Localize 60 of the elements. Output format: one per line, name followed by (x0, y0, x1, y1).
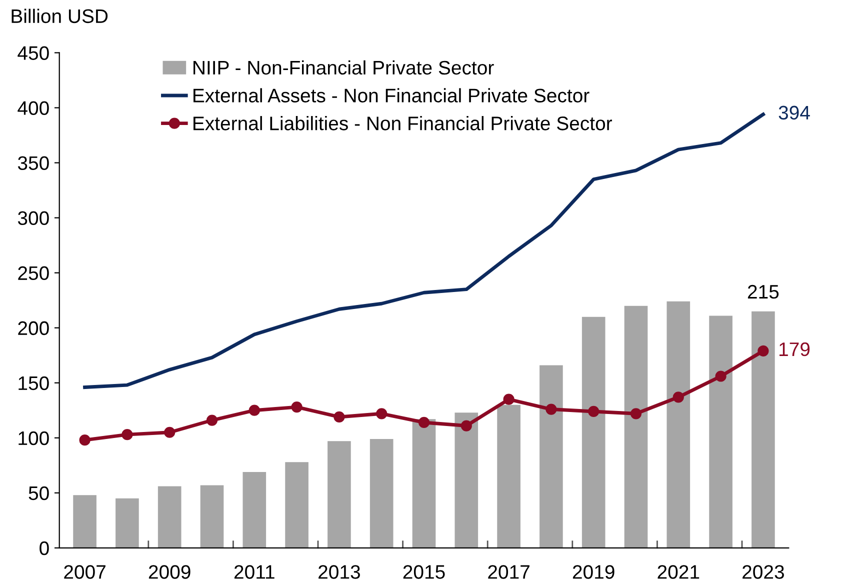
y-tick-label: 450 (18, 46, 49, 60)
point (291, 402, 302, 413)
point (546, 404, 557, 415)
bar (200, 485, 224, 548)
bar (158, 486, 182, 548)
bar (73, 495, 96, 548)
point (630, 408, 642, 420)
x-tick-label: 2021 (658, 565, 700, 579)
bar (624, 306, 648, 548)
bar (242, 472, 266, 548)
legend-label: External Liabilities - Non Financial Private Sector (194, 116, 612, 130)
x-tick-label: 2023 (742, 565, 784, 579)
y-tick-label: 400 (18, 101, 49, 115)
bar (454, 412, 478, 548)
x-tick-label: 2007 (64, 565, 106, 579)
x-tick-label: 2013 (318, 565, 360, 579)
point (206, 414, 218, 426)
point (248, 404, 260, 416)
bar (582, 316, 606, 548)
y-axis-title: Billion USD (12, 8, 108, 24)
x-tick-label: 2017 (488, 565, 530, 579)
y-tick-label: 100 (18, 431, 49, 446)
y-tick-label: 300 (18, 211, 49, 226)
point (588, 406, 600, 418)
legend-label: External Assets - Non Financial Private Sector (194, 88, 590, 102)
point (418, 416, 430, 428)
legend-label: NIIP - Non-Financial Private Sector (194, 60, 494, 75)
data-label: 394 (778, 106, 810, 120)
x-tick-label: 2009 (148, 565, 190, 579)
point (758, 345, 769, 356)
point (503, 394, 514, 405)
point (79, 434, 90, 446)
point (334, 411, 345, 423)
data-label: 179 (780, 342, 810, 356)
y-tick-label: 250 (18, 266, 49, 280)
bar (370, 438, 394, 548)
point (376, 408, 388, 420)
bar (285, 462, 308, 548)
bar (709, 316, 732, 548)
y-tick-label: 150 (18, 376, 49, 390)
bar (328, 441, 351, 548)
bar (752, 311, 775, 548)
point (122, 429, 133, 440)
bar (497, 404, 520, 548)
y-tick-label: 200 (18, 321, 49, 336)
bar (116, 498, 139, 548)
x-tick-label: 2015 (403, 565, 445, 579)
point (715, 370, 726, 382)
bar (666, 301, 690, 548)
y-tick-label: 0 (40, 541, 49, 556)
y-tick-label: 350 (18, 156, 49, 170)
point (460, 420, 472, 432)
bar (540, 365, 563, 548)
x-tick-label: 2019 (572, 565, 614, 579)
data-label: 215 (748, 284, 779, 299)
point (164, 426, 176, 438)
point (672, 392, 684, 403)
y-tick-label: 50 (28, 486, 49, 500)
x-tick-label: 2011 (234, 565, 274, 579)
bar (412, 419, 436, 548)
